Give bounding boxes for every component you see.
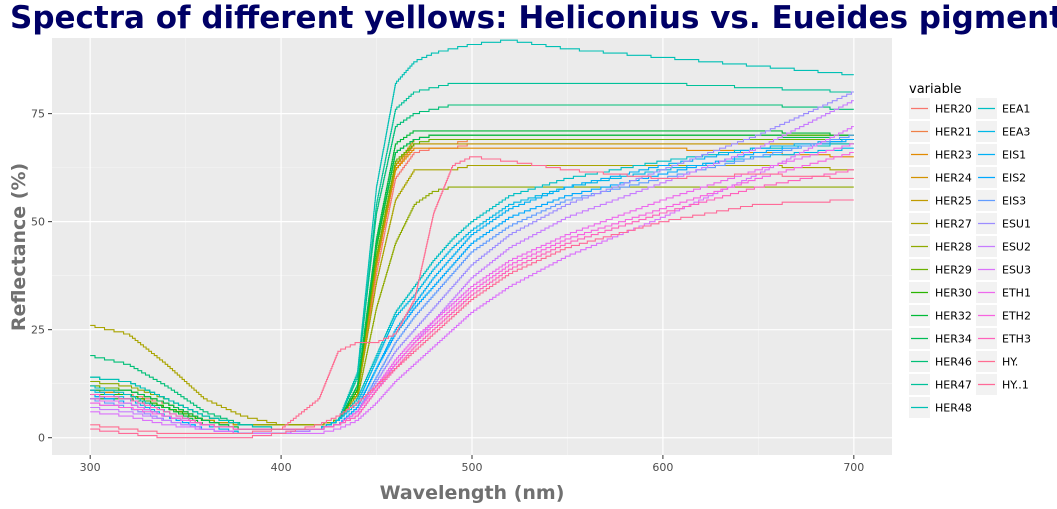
x-axis: 300 400 500 600 700: [80, 455, 864, 474]
series-line-HER27: [90, 164, 854, 426]
x-tick-label: 600: [652, 461, 673, 474]
legend-item-label: EIS2: [1002, 172, 1026, 185]
legend-item-label: HY..1: [1002, 379, 1029, 392]
legend-item-label: HER28: [935, 241, 972, 254]
legend-item-label: HER20: [935, 103, 972, 116]
series-line-HY..1: [90, 199, 854, 439]
y-tick-label: 75: [31, 108, 45, 121]
legend-item-label: HER29: [935, 264, 972, 277]
x-tick-label: 300: [80, 461, 101, 474]
series-line-ETH3: [90, 169, 854, 430]
series-lines: [90, 39, 854, 439]
x-tick-label: 500: [462, 461, 483, 474]
y-tick-label: 0: [38, 432, 45, 445]
series-line-HER48: [90, 39, 854, 430]
y-axis-title: Reflectance (%): [8, 163, 30, 331]
y-axis: 0 25 50 75: [31, 108, 52, 445]
series-line-ETH2: [90, 151, 854, 430]
legend-item-label: HER21: [935, 126, 972, 139]
y-tick-label: 25: [31, 324, 45, 337]
legend-item-label: EEA3: [1002, 126, 1030, 139]
series-line-HY.: [90, 156, 854, 434]
chart-title: Spectra of different yellows: Heliconius…: [10, 0, 1057, 36]
legend-item-label: HY.: [1002, 356, 1018, 369]
legend-item-label: ETH1: [1002, 287, 1031, 300]
legend-item-label: EIS3: [1002, 195, 1026, 208]
legend-item-label: HER48: [935, 402, 972, 415]
series-line-HER28: [90, 186, 854, 426]
legend-item-label: ESU3: [1002, 264, 1031, 277]
legend-item-label: HER23: [935, 149, 972, 162]
legend-item-label: HER25: [935, 195, 972, 208]
legend-item-label: ESU2: [1002, 241, 1031, 254]
legend-item-label: HER24: [935, 172, 972, 185]
legend: variable HER20 HER21 HER23 HER24 HER25 HER27 H…: [909, 82, 1031, 418]
legend-title: variable: [909, 82, 961, 97]
x-axis-title: Wavelength (nm): [380, 482, 565, 504]
legend-item-label: HER32: [935, 310, 972, 323]
legend-item-label: HER27: [935, 218, 972, 231]
legend-item-label: ETH2: [1002, 310, 1031, 323]
legend-item-label: HER34: [935, 333, 972, 346]
x-tick-label: 700: [843, 461, 864, 474]
series-line-EEA3: [90, 147, 854, 434]
legend-item-label: HER47: [935, 379, 972, 392]
series-line-ESU3: [90, 126, 854, 434]
legend-item-label: EEA1: [1002, 103, 1030, 116]
legend-item-label: HER46: [935, 356, 972, 369]
legend-item-label: EIS1: [1002, 149, 1026, 162]
x-tick-label: 400: [271, 461, 292, 474]
legend-item-label: HER30: [935, 287, 972, 300]
y-tick-label: 50: [31, 216, 45, 229]
legend-item-label: ESU1: [1002, 218, 1031, 231]
legend-item-label: ETH3: [1002, 333, 1031, 346]
